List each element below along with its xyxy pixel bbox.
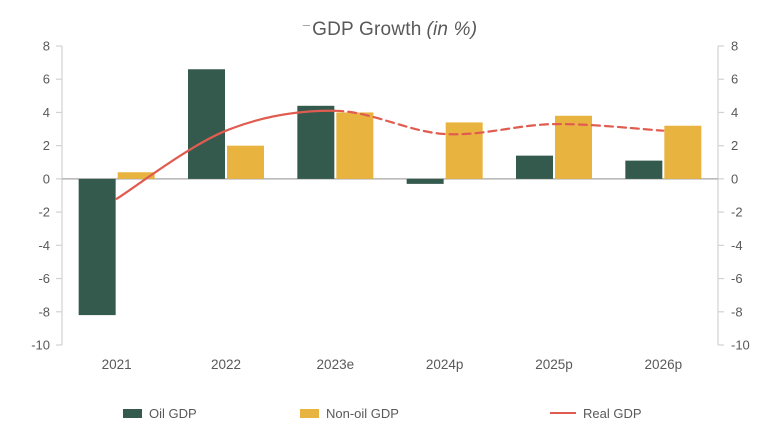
y-tick-label-left: -10 xyxy=(31,338,50,353)
x-axis-labels: 2021 2022 2023e 2024p 2025p 2026p xyxy=(102,357,682,372)
y-tick-label-right: 2 xyxy=(731,138,738,153)
y-tick-label-right: -2 xyxy=(731,205,743,220)
legend-item-non-oil-gdp: Non-oil GDP xyxy=(300,404,399,422)
y-tick-label-left: -2 xyxy=(38,205,50,220)
y-tick-label-left: -6 xyxy=(38,271,50,286)
real-gdp-line-solid xyxy=(115,109,337,200)
y-tick-label-left: 2 xyxy=(43,138,50,153)
legend: Oil GDP Non-oil GDP Real GDP xyxy=(0,404,780,424)
legend-swatch-oil-gdp xyxy=(123,408,142,418)
x-axis-label: 2024p xyxy=(426,357,464,372)
x-axis-label: 2022 xyxy=(211,357,241,372)
bar xyxy=(227,145,264,179)
bar xyxy=(555,115,592,179)
bar xyxy=(117,172,155,179)
legend-label-non-oil-gdp: Non-oil GDP xyxy=(326,405,399,421)
chart-title: – GDP Growth (in %) xyxy=(62,17,718,41)
x-axis-label: 2023e xyxy=(317,357,355,372)
legend-item-real-gdp: Real GDP xyxy=(550,404,642,422)
y-tick-label-right: 6 xyxy=(731,72,738,87)
legend-label-real-gdp: Real GDP xyxy=(583,405,642,421)
y-tick-label-right: -10 xyxy=(731,338,750,353)
y-tick-label-right: -8 xyxy=(731,304,743,319)
y-tick-label-left: 8 xyxy=(43,39,50,54)
y-tick-label-right: -6 xyxy=(731,271,743,286)
y-tick-label-left: -4 xyxy=(38,238,50,253)
legend-swatch-non-oil-gdp xyxy=(300,408,319,418)
axes xyxy=(61,46,719,345)
legend-label-oil-gdp: Oil GDP xyxy=(149,405,197,421)
bars-non-oil-gdp xyxy=(117,112,702,179)
x-axis-label: 2025p xyxy=(535,357,573,372)
bar xyxy=(625,160,663,179)
real-gdp-line-dashed xyxy=(334,109,665,136)
bar xyxy=(445,122,483,179)
y-tick-label-left: 6 xyxy=(43,72,50,87)
bar xyxy=(406,178,444,184)
bar xyxy=(188,69,225,179)
y-tick-label-left: 0 xyxy=(43,171,50,186)
bar xyxy=(336,112,374,179)
y-tick-label-right: 0 xyxy=(731,171,738,186)
bars-oil-gdp xyxy=(78,69,663,316)
x-axis-label: 2021 xyxy=(102,357,132,372)
title-units: (in %) xyxy=(426,19,478,40)
bar xyxy=(297,105,335,179)
y-tick-label-right: 8 xyxy=(731,39,738,54)
legend-item-oil-gdp: Oil GDP xyxy=(123,404,197,422)
y-tick-label-right: -4 xyxy=(731,238,743,253)
bar xyxy=(664,125,702,179)
bar xyxy=(516,155,553,179)
y-tick-label-left: 4 xyxy=(43,105,50,120)
bar xyxy=(78,178,116,316)
y-tick-label-left: -8 xyxy=(38,304,50,319)
x-axis-label: 2026p xyxy=(645,357,683,372)
title-artifact: – xyxy=(302,17,311,32)
y-axis-ticks: 8 8 6 6 4 4 2 2 0 0 -2 -2 -4 -4 -6 -6 -8 -8 -10 -10 xyxy=(31,39,750,353)
title-main: GDP Growth xyxy=(312,19,422,40)
y-tick-label-right: 4 xyxy=(731,105,738,120)
legend-line-real-gdp xyxy=(550,412,576,414)
